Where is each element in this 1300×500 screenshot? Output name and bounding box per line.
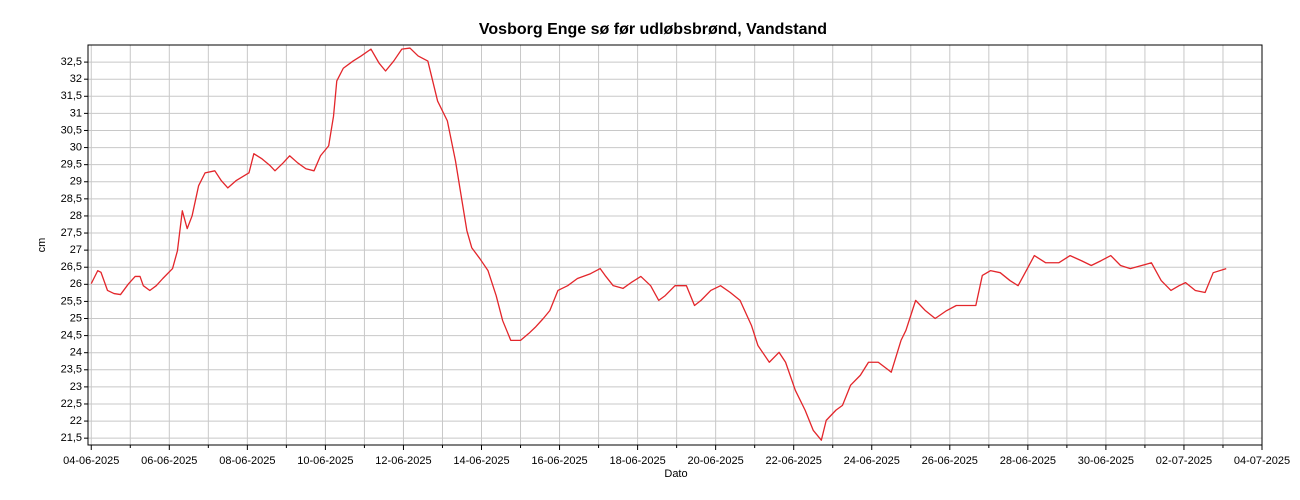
y-tick-label: 30 bbox=[70, 141, 82, 153]
x-tick-label: 04-07-2025 bbox=[1234, 455, 1290, 467]
x-tick-label: 02-07-2025 bbox=[1156, 455, 1212, 467]
plot bbox=[90, 47, 1227, 441]
y-tick-label: 26 bbox=[70, 278, 82, 290]
y-tick-label: 22,5 bbox=[61, 398, 82, 410]
x-tick-label: 16-06-2025 bbox=[531, 455, 587, 467]
y-tick-label: 25,5 bbox=[61, 295, 82, 307]
y-axis-label: cm bbox=[36, 238, 48, 253]
y-tick-label: 21,5 bbox=[61, 432, 82, 444]
x-tick-label: 22-06-2025 bbox=[766, 455, 822, 467]
y-tick-label: 29 bbox=[70, 176, 82, 188]
x-tick-label: 14-06-2025 bbox=[453, 455, 509, 467]
y-tick-label: 31,5 bbox=[61, 90, 82, 102]
y-tick-label: 27 bbox=[70, 244, 82, 256]
x-tick-label: 10-06-2025 bbox=[297, 455, 353, 467]
x-axis-label: Dato bbox=[664, 468, 687, 480]
x-tick-label: 18-06-2025 bbox=[609, 455, 665, 467]
y-tick-label: 22 bbox=[70, 415, 82, 427]
y-tick-label: 32 bbox=[70, 73, 82, 85]
x-tick-label: 30-06-2025 bbox=[1078, 455, 1134, 467]
chart-title: Vosborg Enge sø før udløbsbrønd, Vandsta… bbox=[479, 21, 827, 38]
y-tick-label: 27,5 bbox=[61, 227, 82, 239]
y-tick-label: 29,5 bbox=[61, 159, 82, 171]
y-tick-label: 24,5 bbox=[61, 330, 82, 342]
x-tick-label: 24-06-2025 bbox=[844, 455, 900, 467]
y-tick-label: 30,5 bbox=[61, 124, 82, 136]
grid bbox=[88, 45, 1263, 445]
y-tick-label: 28,5 bbox=[61, 193, 82, 205]
y-tick-label: 24 bbox=[70, 347, 82, 359]
y-tick-label: 26,5 bbox=[61, 261, 82, 273]
y-tick-label: 28 bbox=[70, 210, 82, 222]
y-tick-label: 32,5 bbox=[61, 56, 82, 68]
y-tick-label: 23 bbox=[70, 381, 82, 393]
data-line bbox=[90, 47, 1227, 441]
x-tick-label: 20-06-2025 bbox=[688, 455, 744, 467]
x-tick-label: 06-06-2025 bbox=[141, 455, 197, 467]
x-tick-label: 04-06-2025 bbox=[63, 455, 119, 467]
x-tick-label: 08-06-2025 bbox=[219, 455, 275, 467]
x-tick-label: 26-06-2025 bbox=[922, 455, 978, 467]
y-tick-label: 25 bbox=[70, 312, 82, 324]
x-tick-label: 12-06-2025 bbox=[375, 455, 431, 467]
y-tick-label: 31 bbox=[70, 107, 82, 119]
x-tick-label: 28-06-2025 bbox=[1000, 455, 1056, 467]
y-tick-label: 23,5 bbox=[61, 364, 82, 376]
plot-frame bbox=[87, 44, 1263, 446]
